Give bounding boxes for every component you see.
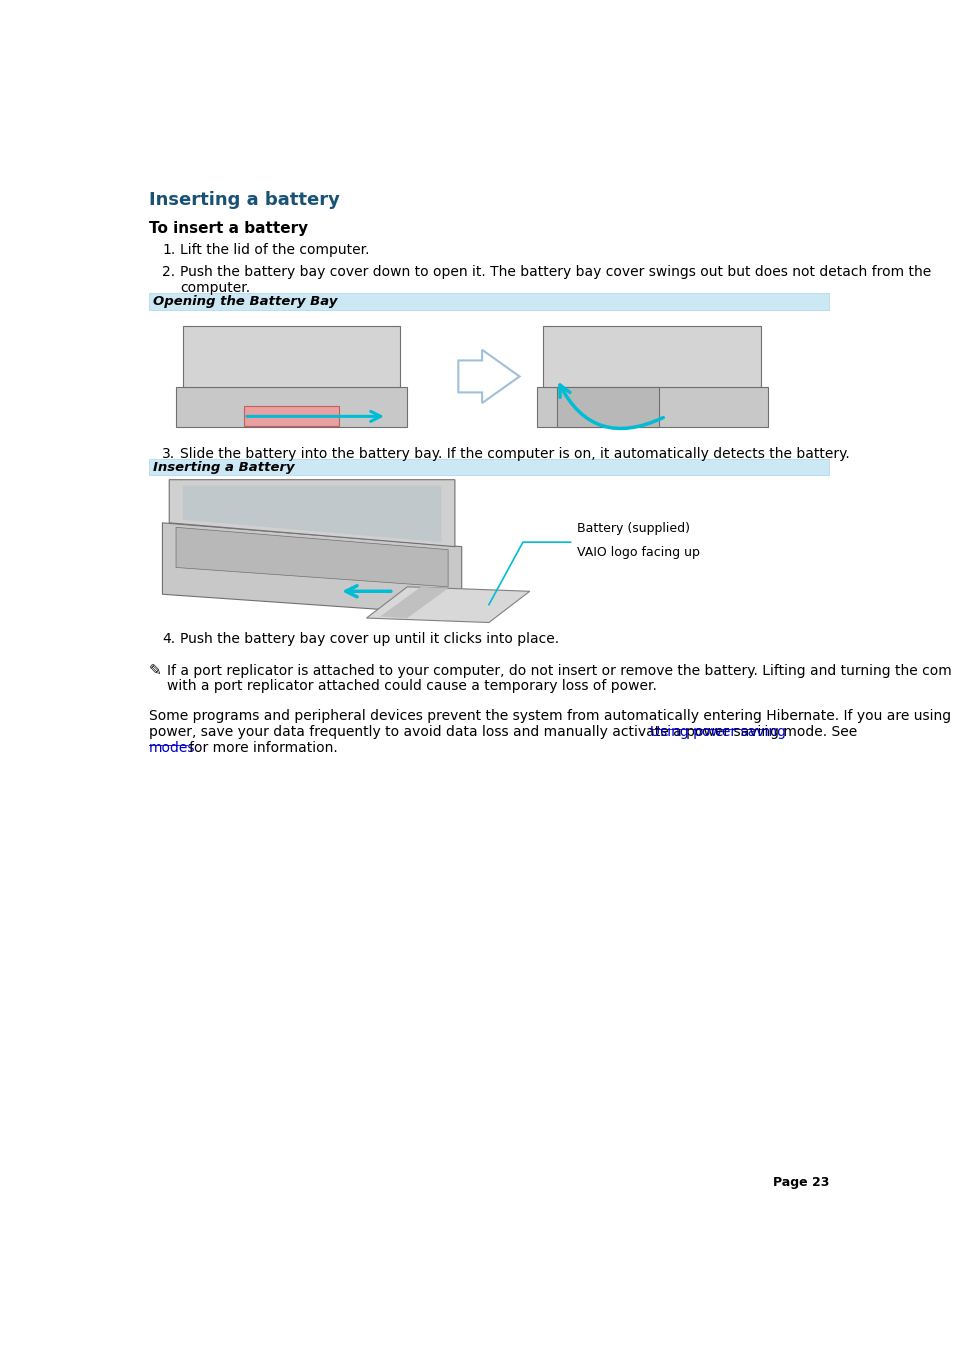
Bar <box>149 458 828 476</box>
Text: power, save your data frequently to avoid data loss and manually activate a powe: power, save your data frequently to avoi… <box>149 725 861 739</box>
Text: Page 23: Page 23 <box>772 1175 828 1189</box>
Text: To insert a battery: To insert a battery <box>149 222 308 236</box>
Text: 2.: 2. <box>162 265 175 280</box>
Text: If a port replicator is attached to your computer, do not insert or remove the b: If a port replicator is attached to your… <box>167 663 953 678</box>
Text: Lift the lid of the computer.: Lift the lid of the computer. <box>180 243 369 257</box>
Text: Using power saving: Using power saving <box>649 725 785 739</box>
Text: Push the battery bay cover down to open it. The battery bay cover swings out but: Push the battery bay cover down to open … <box>180 265 930 280</box>
Text: computer.: computer. <box>180 281 250 295</box>
Text: Inserting a Battery: Inserting a Battery <box>152 461 294 474</box>
Text: 4.: 4. <box>162 632 175 646</box>
Text: Opening the Battery Bay: Opening the Battery Bay <box>152 296 336 308</box>
Text: 1.: 1. <box>162 243 175 257</box>
Text: 3.: 3. <box>162 447 175 461</box>
Text: for more information.: for more information. <box>189 740 337 754</box>
Text: Some programs and peripheral devices prevent the system from automatically enter: Some programs and peripheral devices pre… <box>149 709 953 723</box>
Text: Slide the battery into the battery bay. If the computer is on, it automatically : Slide the battery into the battery bay. … <box>180 447 849 461</box>
Text: Inserting a battery: Inserting a battery <box>149 192 339 209</box>
Text: with a port replicator attached could cause a temporary loss of power.: with a port replicator attached could ca… <box>167 680 657 693</box>
Text: modes: modes <box>149 740 195 754</box>
Text: ✎: ✎ <box>149 663 161 678</box>
Text: Push the battery bay cover up until it clicks into place.: Push the battery bay cover up until it c… <box>180 632 558 646</box>
Bar <box>149 293 828 309</box>
